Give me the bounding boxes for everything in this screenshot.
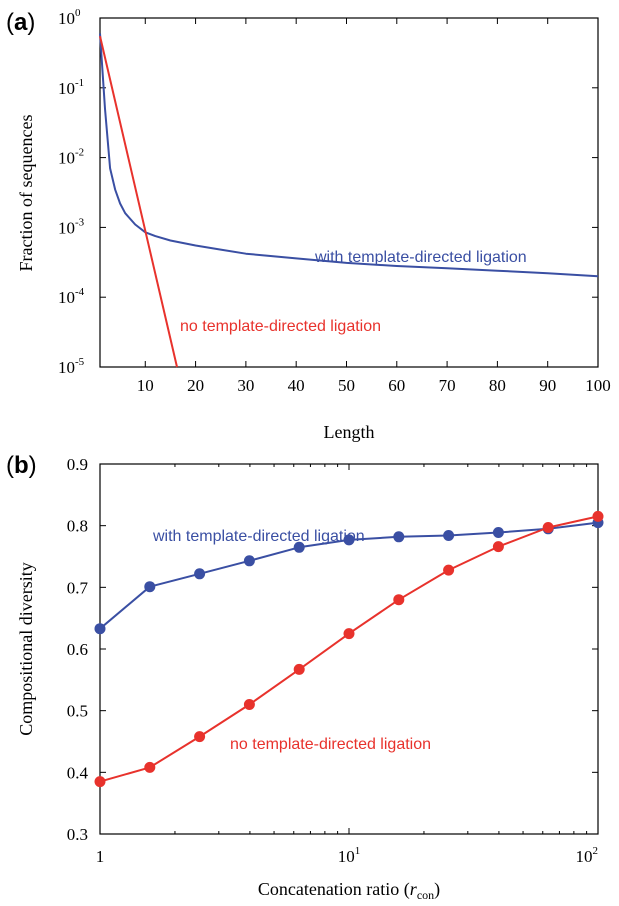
panel-b-blue-annotation: with template-directed ligation bbox=[152, 528, 365, 545]
panel-b-point-red bbox=[293, 663, 305, 675]
panel-b-x-axis-label-main: Concatenation ratio ( bbox=[258, 879, 410, 900]
panel-b-x-axis-label-r: r bbox=[410, 879, 418, 899]
panel-a-y-tick-exp: -4 bbox=[75, 286, 85, 298]
panel-a-y-tick-base: 10 bbox=[58, 9, 75, 28]
panel-a-series bbox=[99, 33, 599, 368]
panel-b-x-tick-label: 101 bbox=[338, 845, 361, 866]
panel-a-series-line-blue bbox=[99, 33, 599, 278]
panel-b-x-axis-label-sub: con bbox=[417, 888, 434, 902]
panel-a-y-tick-exp: -5 bbox=[75, 356, 85, 368]
panel-b-point-red bbox=[144, 761, 156, 773]
panel-b-point-blue bbox=[393, 531, 405, 543]
panel-b-x-tick-base: 10 bbox=[576, 847, 593, 866]
panel-a-y-tick-base: 10 bbox=[58, 358, 75, 377]
panel-b-red-annotation: no template-directed ligation bbox=[230, 736, 431, 753]
panel-a-y-tick-label: 10-1 bbox=[58, 77, 84, 98]
panel-b-y-tick-label: 0.3 bbox=[67, 825, 88, 844]
panel-b-point-red bbox=[492, 541, 504, 553]
panel-b-y-ticks: 0.3 0.4 0.5 0.6 0.7 0.8 0.9 bbox=[67, 455, 598, 844]
panel-b-point-blue bbox=[443, 530, 455, 541]
panel-b-series bbox=[94, 510, 604, 788]
panel-a-x-tick-label: 70 bbox=[439, 376, 456, 395]
panel-b-x-ticks: 1 101 102 bbox=[96, 464, 599, 866]
panel-b-point-blue bbox=[194, 568, 206, 580]
panel-a-x-tick-label: 90 bbox=[539, 376, 556, 395]
panel-a-frame bbox=[99, 17, 599, 368]
panel-b-y-tick-label: 0.6 bbox=[67, 640, 88, 659]
panel-a-x-tick-label: 40 bbox=[288, 376, 305, 395]
panel-b-y-tick-label: 0.9 bbox=[67, 455, 88, 474]
panel-a-y-tick-exp: 0 bbox=[75, 7, 81, 19]
panel-b-point-red bbox=[542, 522, 554, 533]
panel-b: (b) 0.30.40.50.60.70.80.9 1 101 102 with t… bbox=[6, 452, 604, 902]
panel-a-y-tick-exp: -2 bbox=[75, 147, 84, 159]
panel-a-x-tick-label: 60 bbox=[388, 376, 405, 395]
panel-b-point-blue bbox=[293, 541, 305, 553]
panel-a-x-tick-label: 10 bbox=[137, 376, 154, 395]
panel-b-label: (b) bbox=[6, 452, 37, 479]
panel-b-x-axis-label-end: ) bbox=[434, 879, 440, 900]
panel-b-y-tick-label: 0.8 bbox=[67, 517, 88, 536]
panel-b-point-red bbox=[592, 510, 604, 522]
panel-b-point-blue bbox=[144, 581, 156, 593]
panel-a-x-axis-label: Length bbox=[324, 422, 375, 442]
panel-a-y-tick-base: 10 bbox=[58, 218, 75, 237]
panel-b-y-tick-label: 0.7 bbox=[67, 578, 89, 597]
panel-a-y-tick-label: 10-5 bbox=[58, 356, 85, 377]
panel-b-x-tick-base: 1 bbox=[96, 847, 105, 866]
panel-a-x-tick-label: 80 bbox=[489, 376, 506, 395]
panel-a-y-tick-label: 10-3 bbox=[58, 216, 85, 237]
panel-a-letter: a bbox=[14, 9, 28, 36]
panel-b-point-blue bbox=[343, 534, 355, 546]
panel-b-point-red bbox=[343, 628, 355, 640]
panel-a-y-tick-exp: -3 bbox=[75, 216, 85, 228]
panel-b-point-red bbox=[443, 564, 455, 576]
panel-a-y-tick-base: 10 bbox=[58, 79, 75, 98]
panel-b-point-red bbox=[94, 776, 106, 788]
panel-a-x-tick-label: 20 bbox=[187, 376, 204, 395]
panel-b-point-blue bbox=[243, 555, 255, 567]
panel-a-y-tick-base: 10 bbox=[58, 149, 75, 168]
panel-b-point-red bbox=[243, 699, 255, 710]
panel-a-y-tick-base: 10 bbox=[58, 288, 75, 307]
panel-b-letter: b bbox=[14, 452, 29, 479]
panel-a-blue-annotation: with template-directed ligation bbox=[314, 249, 527, 266]
panel-a-y-tick-label: 10-4 bbox=[58, 286, 85, 307]
panel-b-x-tick-base: 10 bbox=[338, 847, 355, 866]
panel-a-y-tick-label: 100 bbox=[58, 7, 81, 28]
panel-b-point-red bbox=[194, 731, 206, 743]
panel-a-y-axis-label: Fraction of sequences bbox=[16, 115, 36, 272]
panel-b-point-red bbox=[393, 594, 405, 606]
panel-b-point-blue bbox=[492, 527, 504, 538]
panel-a-y-tick-label: 10-2 bbox=[58, 147, 84, 168]
panel-a-red-annotation: no template-directed ligation bbox=[180, 318, 381, 335]
panel-b-y-tick-label: 0.5 bbox=[67, 702, 88, 721]
panel-b-x-axis-label: Concatenation ratio (rcon) bbox=[258, 879, 440, 902]
panel-a-x-tick-label: 100 bbox=[585, 376, 611, 395]
panel-a-series-line-red bbox=[99, 35, 178, 368]
panel-b-x-tick-label: 102 bbox=[576, 845, 599, 866]
panel-a-x-tick-label: 50 bbox=[338, 376, 355, 395]
panel-b-x-tick-exp: 2 bbox=[593, 845, 599, 857]
panel-a-x-ticks: 10 20 30 40 50 60 70 80 90 100 bbox=[137, 18, 611, 395]
panel-b-x-tick-exp: 1 bbox=[355, 845, 361, 857]
panel-a-x-tick-label: 30 bbox=[237, 376, 254, 395]
panel-b-x-tick-label: 1 bbox=[96, 847, 105, 866]
panel-a-y-tick-exp: -1 bbox=[75, 77, 84, 89]
panel-a-label: (a) bbox=[6, 9, 35, 36]
panel-b-frame bbox=[99, 463, 599, 835]
panel-b-y-tick-label: 0.4 bbox=[67, 763, 89, 782]
panel-b-y-axis-label: Compositional diversity bbox=[16, 562, 36, 736]
panel-b-point-blue bbox=[94, 623, 106, 635]
